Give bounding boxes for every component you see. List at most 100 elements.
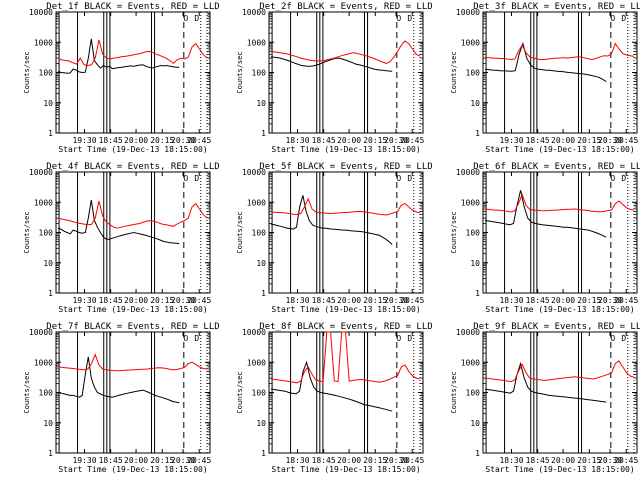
x-tick-label: 20:15 <box>577 456 601 465</box>
x-tick-label: 18:30 <box>285 456 309 465</box>
plot-frame <box>482 171 638 294</box>
x-axis-label: Start Time (19-Dec-13 18:15:00) <box>58 145 207 154</box>
x-tick-label: 20:15 <box>150 136 174 145</box>
x-tick-label: 18:45 <box>526 296 550 305</box>
y-tick-label: 10 <box>256 99 266 108</box>
x-tick-label: 20:15 <box>150 456 174 465</box>
x-tick-label: 18:45 <box>526 456 550 465</box>
x-axis-label: Start Time (19-Dec-13 18:15:00) <box>58 305 207 314</box>
y-tick-label: 1 <box>261 449 266 458</box>
x-tick-label: 18:45 <box>526 136 550 145</box>
marker-label: O <box>396 174 401 183</box>
x-tick-label: 19:30 <box>72 456 96 465</box>
x-tick-label: 18:30 <box>499 456 523 465</box>
y-tick-label: 100 <box>39 69 54 78</box>
x-tick-label: 18:45 <box>99 136 123 145</box>
events-series-line <box>484 361 607 403</box>
y-tick-label: 1000 <box>34 358 53 367</box>
y-tick-label: 1 <box>48 289 53 298</box>
marker-label: O <box>183 14 188 23</box>
y-tick-label: 10 <box>43 259 53 268</box>
x-tick-label: 20:00 <box>551 456 575 465</box>
marker-label: D <box>407 14 412 23</box>
plot-frame <box>268 11 424 134</box>
y-tick-label: 100 <box>252 229 267 238</box>
y-tick-label: 10 <box>43 419 53 428</box>
y-tick-label: 10 <box>470 259 480 268</box>
x-axis-label: Start Time (19-Dec-13 18:15:00) <box>271 465 420 474</box>
y-tick-label: 10000 <box>456 168 480 177</box>
x-tick-label: 20:30 <box>171 456 195 465</box>
marker-label: O <box>396 334 401 343</box>
x-tick-label: 20:00 <box>124 296 148 305</box>
x-tick-label: 20:30 <box>171 296 195 305</box>
chart-panel-7: Det_7f BLACK = Events, RED = LLD 1 10 100 10… <box>23 322 220 474</box>
y-tick-label: 10 <box>470 419 480 428</box>
marker-label: D <box>194 14 199 23</box>
y-axis-label: Counts/sec <box>450 51 458 93</box>
y-tick-label: 1000 <box>247 198 266 207</box>
x-tick-label: 20:30 <box>384 296 408 305</box>
chart-title: Det_2f BLACK = Events, RED = LLD <box>259 2 432 12</box>
y-tick-label: 100 <box>39 229 54 238</box>
marker-label: D <box>407 334 412 343</box>
chart-panel-6: Det_6f BLACK = Events, RED = LLD 1 10 100 10… <box>450 162 640 314</box>
events-series-line <box>484 190 607 238</box>
x-tick-label: 18:45 <box>312 456 336 465</box>
y-axis-label: Counts/sec <box>236 211 244 253</box>
x-tick-label: 20:00 <box>124 456 148 465</box>
marker-label: O <box>396 14 401 23</box>
y-tick-label: 100 <box>466 69 481 78</box>
x-tick-label: 20:00 <box>124 136 148 145</box>
plot-frame <box>268 171 424 294</box>
marker-label: O <box>610 174 615 183</box>
x-tick-label: 20:45 <box>614 456 638 465</box>
events-series-line <box>57 356 180 404</box>
x-tick-label: 20:00 <box>551 136 575 145</box>
x-tick-label: 18:45 <box>312 136 336 145</box>
y-tick-label: 100 <box>39 389 54 398</box>
marker-label: D <box>407 174 412 183</box>
y-tick-label: 100 <box>466 229 481 238</box>
y-tick-label: 1 <box>261 289 266 298</box>
chart-title: Det_1f BLACK = Events, RED = LLD <box>46 2 219 12</box>
x-tick-label: 20:45 <box>187 456 211 465</box>
chart-panel-8: Det_8f BLACK = Events, RED = LLD 1 10 100 10… <box>236 322 433 474</box>
x-tick-label: 20:30 <box>384 136 408 145</box>
x-tick-label: 18:45 <box>99 456 123 465</box>
chart-title: Det_7f BLACK = Events, RED = LLD <box>46 322 219 332</box>
x-tick-label: 18:30 <box>285 136 309 145</box>
y-tick-label: 100 <box>252 69 267 78</box>
lld-series-line <box>57 353 207 372</box>
y-tick-label: 1000 <box>247 358 266 367</box>
lld-series-line <box>484 193 634 213</box>
lld-series-line <box>270 197 421 216</box>
y-tick-label: 1 <box>475 449 480 458</box>
x-axis-label: Start Time (19-Dec-13 18:15:00) <box>271 145 420 154</box>
x-tick-label: 20:00 <box>551 296 575 305</box>
y-tick-label: 10000 <box>456 8 480 17</box>
chart-title: Det_4f BLACK = Events, RED = LLD <box>46 162 219 172</box>
x-tick-label: 18:30 <box>499 296 523 305</box>
y-tick-label: 1 <box>261 129 266 138</box>
chart-panel-4: Det_4f BLACK = Events, RED = LLD 1 10 100 10… <box>23 162 220 314</box>
events-series-line <box>270 195 393 245</box>
chart-title: Det_9f BLACK = Events, RED = LLD <box>473 322 640 332</box>
x-axis-label: Start Time (19-Dec-13 18:15:00) <box>485 305 634 314</box>
chart-panel-1: Det_1f BLACK = Events, RED = LLD 1 10 100 10… <box>23 2 220 154</box>
y-axis-label: Counts/sec <box>450 371 458 413</box>
x-tick-label: 18:45 <box>99 296 123 305</box>
x-axis-label: Start Time (19-Dec-13 18:15:00) <box>271 305 420 314</box>
marker-label: D <box>621 14 626 23</box>
x-tick-label: 20:30 <box>598 456 622 465</box>
marker-label: O <box>610 334 615 343</box>
x-tick-label: 19:30 <box>499 136 523 145</box>
y-axis-label: Counts/sec <box>450 211 458 253</box>
x-tick-label: 20:45 <box>187 136 211 145</box>
x-tick-label: 20:00 <box>337 136 361 145</box>
chart-panel-9: Det_9f BLACK = Events, RED = LLD 1 10 100 10… <box>450 322 640 474</box>
y-tick-label: 1000 <box>34 198 53 207</box>
y-tick-label: 1000 <box>247 38 266 47</box>
chart-title: Det_5f BLACK = Events, RED = LLD <box>259 162 432 172</box>
